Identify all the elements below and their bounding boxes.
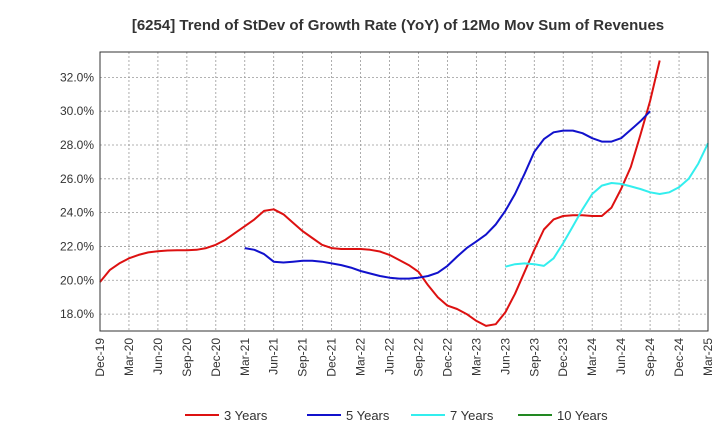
x-tick-label: Dec-20 (209, 338, 223, 377)
chart-title: [6254] Trend of StDev of Growth Rate (Yo… (132, 17, 664, 34)
legend-label: 3 Years (224, 408, 268, 423)
y-tick-label: 28.0% (60, 138, 94, 152)
x-tick-label: Sep-23 (527, 338, 541, 377)
x-tick-label: Mar-24 (585, 338, 599, 376)
x-axis-ticks: Dec-19 Mar-20 Jun-20 Sep-20 Dec-20 Mar-21 Jun-… (93, 338, 715, 377)
x-tick-label: Jun-23 (498, 338, 512, 375)
y-axis-ticks: 18.0% 20.0% 22.0% 24.0% 26.0% 28.0% 30.0% 32.0% (60, 70, 94, 321)
legend-label: 5 Years (346, 408, 390, 423)
x-tick-label: Jun-24 (614, 338, 628, 375)
y-tick-label: 18.0% (60, 307, 94, 321)
x-tick-label: Mar-22 (354, 338, 368, 376)
y-tick-label: 22.0% (60, 239, 94, 253)
x-tick-label: Mar-20 (122, 338, 136, 376)
x-tick-label: Sep-21 (296, 338, 310, 377)
series-line-7-years (505, 142, 709, 268)
legend-label: 10 Years (557, 408, 608, 423)
y-tick-label: 32.0% (60, 70, 94, 84)
x-tick-label: Jun-21 (267, 338, 281, 375)
legend-label: 7 Years (450, 408, 494, 423)
y-tick-label: 20.0% (60, 273, 94, 287)
x-tick-label: Sep-22 (411, 338, 425, 377)
y-tick-label: 24.0% (60, 206, 94, 220)
x-tick-label: Dec-23 (556, 338, 570, 377)
legend: 3 Years 5 Years 7 Years 10 Years (185, 408, 608, 423)
x-tick-label: Dec-21 (325, 338, 339, 377)
series-layer (99, 60, 709, 327)
x-tick-label: Mar-21 (238, 338, 252, 376)
plot-frame (99, 51, 709, 332)
x-tick-label: Dec-24 (672, 338, 686, 377)
x-tick-label: Mar-25 (701, 338, 715, 376)
x-tick-label: Sep-24 (643, 338, 657, 377)
y-tick-label: 26.0% (60, 172, 94, 186)
x-tick-label: Sep-20 (180, 338, 194, 377)
grid-lines (100, 52, 708, 331)
x-tick-label: Dec-22 (440, 338, 454, 377)
series-line-5-years (244, 110, 651, 280)
x-tick-label: Jun-20 (151, 338, 165, 375)
x-tick-label: Dec-19 (93, 338, 107, 377)
series-line-3-years (99, 60, 661, 327)
x-tick-label: Mar-23 (469, 338, 483, 376)
y-tick-label: 30.0% (60, 104, 94, 118)
x-tick-label: Jun-22 (383, 338, 397, 375)
